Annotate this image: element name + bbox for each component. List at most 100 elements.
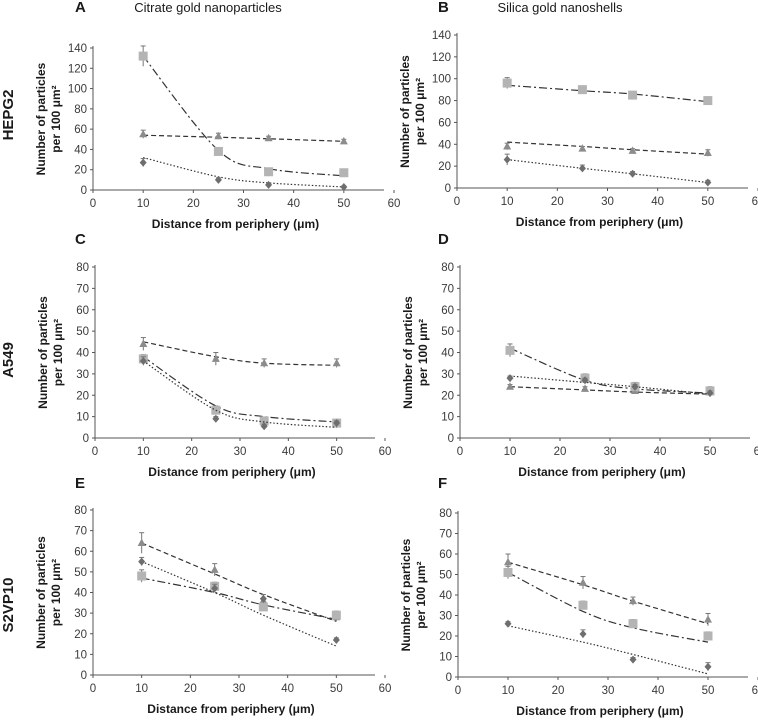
series-square xyxy=(503,565,713,643)
data-point-diamond xyxy=(333,419,341,428)
y-axis-label-line2: per 100 μm² xyxy=(414,561,428,628)
y-tick-label: 40 xyxy=(439,590,452,602)
data-point-diamond xyxy=(138,557,146,566)
series-triangle xyxy=(139,129,348,145)
y-tick-label: 140 xyxy=(432,30,451,42)
y-axis-label-line1: Number of particles xyxy=(399,538,413,651)
trend-line-diamond xyxy=(141,561,337,647)
x-tick-label: 40 xyxy=(652,685,665,697)
x-tick-label: 10 xyxy=(501,196,514,208)
y-tick-label: 60 xyxy=(439,549,452,561)
y-axis-label-line2: per 100 μm² xyxy=(413,78,427,145)
series-square xyxy=(137,569,341,620)
x-tick-label: 40 xyxy=(651,196,664,208)
data-point-triangle xyxy=(579,578,587,586)
y-axis-label-line1: Number of particles xyxy=(401,296,415,409)
y-axis-label: Number of particlesper 100 μm² xyxy=(399,538,428,651)
trend-line-square xyxy=(141,577,337,620)
data-point-diamond xyxy=(704,662,712,671)
x-tick-label: 40 xyxy=(287,198,300,210)
data-point-triangle xyxy=(214,131,223,140)
series-diamond xyxy=(139,356,341,431)
y-axis-label-line1: Number of particles xyxy=(398,55,412,168)
data-point-triangle xyxy=(503,141,512,150)
x-tick-label: 10 xyxy=(137,446,150,458)
x-tick-label: 50 xyxy=(337,198,350,210)
x-axis-label: Distance from periphery (μm) xyxy=(518,465,685,479)
y-tick-label: 10 xyxy=(74,649,87,661)
x-axis-label: Distance from periphery (μm) xyxy=(516,215,683,229)
x-axis-label: Distance from periphery (μm) xyxy=(148,465,315,479)
y-tick-label: 80 xyxy=(74,104,87,116)
trend-line-triangle xyxy=(143,134,344,142)
y-tick-label: 0 xyxy=(446,672,452,684)
data-point-diamond xyxy=(139,357,147,366)
data-point-square xyxy=(259,416,269,426)
x-tick-label: 0 xyxy=(457,446,463,458)
y-tick-label: 30 xyxy=(76,369,89,381)
y-tick-label: 0 xyxy=(448,433,454,445)
x-tick-label: 60 xyxy=(754,446,758,458)
data-point-square xyxy=(703,96,713,106)
y-tick-label: 20 xyxy=(441,390,454,402)
data-point-triangle xyxy=(628,146,637,154)
panel-b: B 0 20 40 60 80 100 120 140 0 10 20 30 40 50 60 Distance… xyxy=(398,0,758,229)
x-tick-label: 30 xyxy=(602,685,615,697)
data-point-triangle xyxy=(578,144,587,152)
data-point-triangle xyxy=(703,148,712,157)
data-point-triangle xyxy=(264,133,273,142)
x-tick-label: 0 xyxy=(454,196,460,208)
x-tick-label: 60 xyxy=(752,685,758,697)
data-point-diamond xyxy=(506,374,514,383)
x-tick-label: 20 xyxy=(552,685,565,697)
y-tick-label: 30 xyxy=(439,611,452,623)
trend-line-square xyxy=(509,347,711,394)
series-triangle xyxy=(504,553,712,626)
x-tick-label: 40 xyxy=(282,446,295,458)
data-point-diamond xyxy=(265,180,273,189)
x-tick-label: 0 xyxy=(90,198,96,210)
series-diamond xyxy=(503,153,712,187)
y-tick-label: 80 xyxy=(438,96,451,108)
data-point-square xyxy=(578,600,588,610)
x-tick-label: 30 xyxy=(234,446,247,458)
x-tick-label: 0 xyxy=(92,446,98,458)
series-diamond xyxy=(139,156,348,191)
data-point-triangle xyxy=(139,339,148,347)
y-tick-label: 50 xyxy=(439,570,452,582)
y-tick-label: 10 xyxy=(76,412,89,424)
series-diamond xyxy=(506,374,714,398)
y-axis-label: Number of particlesper 100 μm² xyxy=(36,296,65,409)
row-label-a549: A549 xyxy=(0,342,17,378)
y-axis-label: Number of particlesper 100 μm² xyxy=(34,536,63,649)
y-axis-label-line2: per 100 μm² xyxy=(51,319,65,386)
data-point-diamond xyxy=(259,594,267,603)
panel-letter-a: A xyxy=(75,0,86,16)
data-point-diamond xyxy=(704,178,712,187)
data-point-triangle xyxy=(339,136,348,145)
row-label-hepg2: HEPG2 xyxy=(0,90,17,141)
trend-line-square xyxy=(507,84,708,103)
y-tick-label: 50 xyxy=(74,567,87,579)
y-axis-label: Number of particlesper 100 μm² xyxy=(401,296,430,409)
y-tick-label: 60 xyxy=(438,117,451,129)
x-tick-label: 10 xyxy=(502,685,515,697)
y-tick-label: 70 xyxy=(74,526,87,538)
x-tick-label: 20 xyxy=(551,196,564,208)
data-point-square xyxy=(137,571,147,581)
x-tick-label: 30 xyxy=(233,683,246,695)
data-point-triangle xyxy=(704,615,712,623)
data-point-diamond xyxy=(581,376,589,385)
y-tick-label: 20 xyxy=(439,631,452,643)
y-tick-label: 120 xyxy=(432,52,451,64)
trend-line-triangle xyxy=(507,561,709,625)
data-point-diamond xyxy=(631,382,639,391)
y-tick-label: 80 xyxy=(76,262,89,274)
y-tick-label: 70 xyxy=(76,283,89,295)
y-tick-label: 80 xyxy=(74,505,87,517)
trend-line-diamond xyxy=(507,158,708,184)
panel-letter-d: D xyxy=(438,231,449,248)
trend-line-triangle xyxy=(143,341,337,366)
x-tick-label: 60 xyxy=(388,198,401,210)
y-axis-label-line2: per 100 μm² xyxy=(49,559,63,626)
